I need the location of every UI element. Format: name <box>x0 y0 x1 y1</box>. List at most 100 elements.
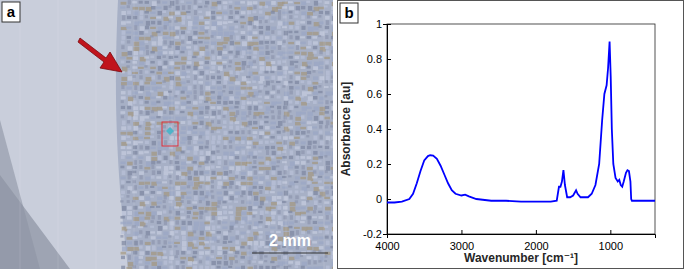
image-texture-cell <box>331 46 333 50</box>
image-texture-cell <box>295 161 300 164</box>
image-texture-cell <box>217 115 221 119</box>
image-texture-cell <box>259 190 262 194</box>
image-texture-cell <box>306 200 309 202</box>
image-texture-cell <box>206 140 209 145</box>
image-texture-cell <box>325 45 329 48</box>
image-texture-cell <box>151 75 155 79</box>
image-texture-cell <box>223 137 229 140</box>
image-texture-cell <box>260 121 264 126</box>
image-texture-cell <box>302 171 306 176</box>
image-texture-cell <box>235 191 240 195</box>
image-texture-cell <box>217 235 221 238</box>
image-texture-cell <box>217 197 222 201</box>
image-texture-cell <box>211 31 216 35</box>
image-texture-cell <box>271 156 275 159</box>
image-texture-cell <box>278 51 283 55</box>
image-texture-cell <box>150 125 154 128</box>
image-texture-cell <box>121 82 127 86</box>
image-texture-cell <box>199 237 205 240</box>
image-texture-cell <box>242 165 246 169</box>
image-texture-cell <box>180 211 184 213</box>
image-texture-cell <box>331 106 333 110</box>
image-texture-cell <box>121 136 126 140</box>
image-texture-cell <box>288 211 292 213</box>
image-texture-cell <box>169 111 173 115</box>
image-texture-cell <box>283 206 288 210</box>
image-texture-cell <box>180 142 185 144</box>
image-texture-cell <box>289 15 292 19</box>
image-texture-cell <box>217 86 222 89</box>
image-texture-cell <box>294 181 298 183</box>
image-texture-cell <box>234 42 240 45</box>
image-texture-cell <box>194 222 199 227</box>
image-texture-cell <box>295 166 299 169</box>
image-texture-cell <box>284 92 289 97</box>
image-texture-cell <box>332 26 333 31</box>
image-texture-cell <box>176 30 179 34</box>
image-texture-cell <box>235 101 239 105</box>
image-texture-cell <box>278 76 283 80</box>
image-texture-cell <box>127 206 132 210</box>
image-texture-cell <box>266 81 270 86</box>
image-texture-cell <box>241 207 247 210</box>
image-texture-cell <box>295 185 299 188</box>
image-texture-cell <box>313 41 318 44</box>
image-texture-cell <box>331 80 333 83</box>
image-texture-cell <box>181 176 185 180</box>
image-texture-cell <box>241 130 244 134</box>
image-texture-cell <box>162 246 166 248</box>
image-texture-cell <box>138 226 143 228</box>
image-texture-cell <box>168 216 173 219</box>
image-texture-cell <box>164 102 169 107</box>
image-texture-cell <box>330 131 333 133</box>
image-texture-cell <box>307 180 311 184</box>
image-texture-cell <box>271 16 276 20</box>
image-texture-cell <box>252 37 258 39</box>
image-texture-cell <box>205 106 209 110</box>
image-texture-cell <box>204 101 208 103</box>
image-texture-cell <box>308 6 312 11</box>
image-texture-cell <box>314 226 319 231</box>
image-texture-cell <box>265 76 270 79</box>
image-texture-cell <box>288 42 294 44</box>
image-texture-cell <box>121 146 126 149</box>
image-texture-cell <box>223 21 228 24</box>
image-texture-cell <box>318 0 322 2</box>
image-texture-cell <box>180 27 186 30</box>
image-texture-cell <box>270 191 275 193</box>
image-texture-cell <box>295 86 300 89</box>
image-texture-cell <box>223 65 226 69</box>
image-texture-cell <box>324 186 329 188</box>
image-texture-cell <box>229 162 234 166</box>
image-texture-cell <box>186 76 190 78</box>
image-texture-cell <box>325 42 331 46</box>
image-texture-cell <box>278 15 281 20</box>
image-texture-cell <box>157 161 161 164</box>
image-texture-cell <box>162 267 167 269</box>
image-texture-cell <box>175 155 178 159</box>
image-texture-cell <box>121 21 126 25</box>
image-texture-cell <box>295 52 301 55</box>
image-texture-cell <box>198 32 204 35</box>
image-texture-cell <box>193 136 198 140</box>
image-texture-cell <box>259 141 263 145</box>
image-texture-cell <box>218 135 222 140</box>
image-texture-cell <box>120 6 125 8</box>
image-texture-cell <box>318 85 321 88</box>
image-texture-cell <box>271 186 275 190</box>
image-texture-cell <box>168 242 173 244</box>
image-texture-cell <box>254 16 258 20</box>
image-texture-cell <box>259 115 262 118</box>
image-texture-cell <box>254 246 258 251</box>
image-texture-cell <box>157 197 162 201</box>
image-texture-cell <box>200 156 205 161</box>
image-texture-cell <box>204 37 210 40</box>
image-texture-cell <box>139 145 142 149</box>
image-texture-cell <box>150 67 156 69</box>
image-texture-cell <box>128 70 132 74</box>
image-texture-cell <box>290 161 295 166</box>
image-texture-cell <box>158 226 162 231</box>
image-texture-cell <box>128 171 132 175</box>
image-texture-cell <box>253 145 256 148</box>
image-texture-cell <box>156 72 162 75</box>
